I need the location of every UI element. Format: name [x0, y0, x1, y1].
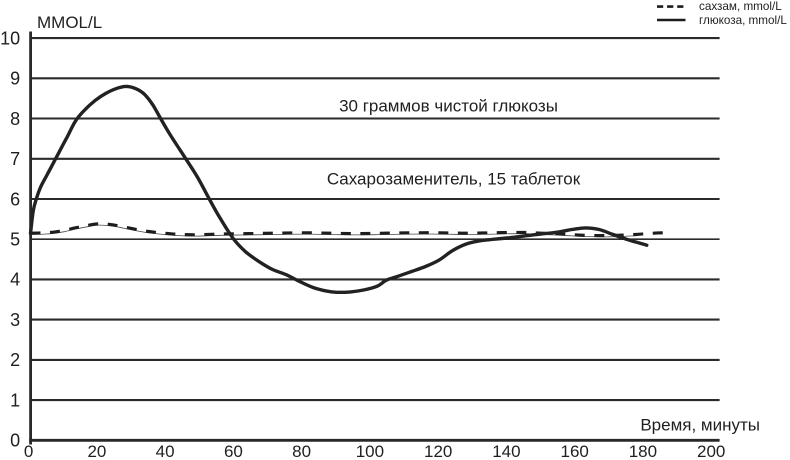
- svg-text:Сахарозаменитель, 15 таблеток: Сахарозаменитель, 15 таблеток: [327, 170, 581, 189]
- svg-text:40: 40: [156, 442, 175, 460]
- svg-text:120: 120: [424, 442, 452, 460]
- svg-text:9: 9: [10, 69, 20, 89]
- svg-text:20: 20: [87, 442, 106, 460]
- svg-text:160: 160: [561, 442, 589, 460]
- svg-text:MMOL/L: MMOL/L: [37, 13, 102, 32]
- svg-text:0: 0: [24, 442, 33, 460]
- svg-text:200: 200: [697, 442, 725, 460]
- svg-text:100: 100: [356, 442, 384, 460]
- svg-text:глюкоза, mmol/L: глюкоза, mmol/L: [699, 14, 787, 27]
- svg-text:4: 4: [10, 270, 20, 290]
- svg-text:5: 5: [10, 230, 20, 250]
- svg-text:180: 180: [629, 442, 657, 460]
- svg-text:0: 0: [10, 431, 20, 451]
- svg-text:7: 7: [10, 149, 20, 169]
- svg-text:2: 2: [10, 350, 20, 370]
- svg-text:10: 10: [0, 28, 20, 48]
- svg-text:3: 3: [10, 310, 20, 330]
- svg-text:30 граммов чистой глюкозы: 30 граммов чистой глюкозы: [339, 97, 558, 116]
- svg-text:Время, минуты: Время, минуты: [640, 416, 760, 435]
- svg-text:1: 1: [10, 390, 20, 410]
- svg-text:сахзам, mmol/L: сахзам, mmol/L: [699, 0, 782, 13]
- svg-text:6: 6: [10, 189, 20, 209]
- svg-text:8: 8: [10, 109, 20, 129]
- svg-text:80: 80: [292, 442, 311, 460]
- svg-text:140: 140: [492, 442, 520, 460]
- svg-text:60: 60: [224, 442, 243, 460]
